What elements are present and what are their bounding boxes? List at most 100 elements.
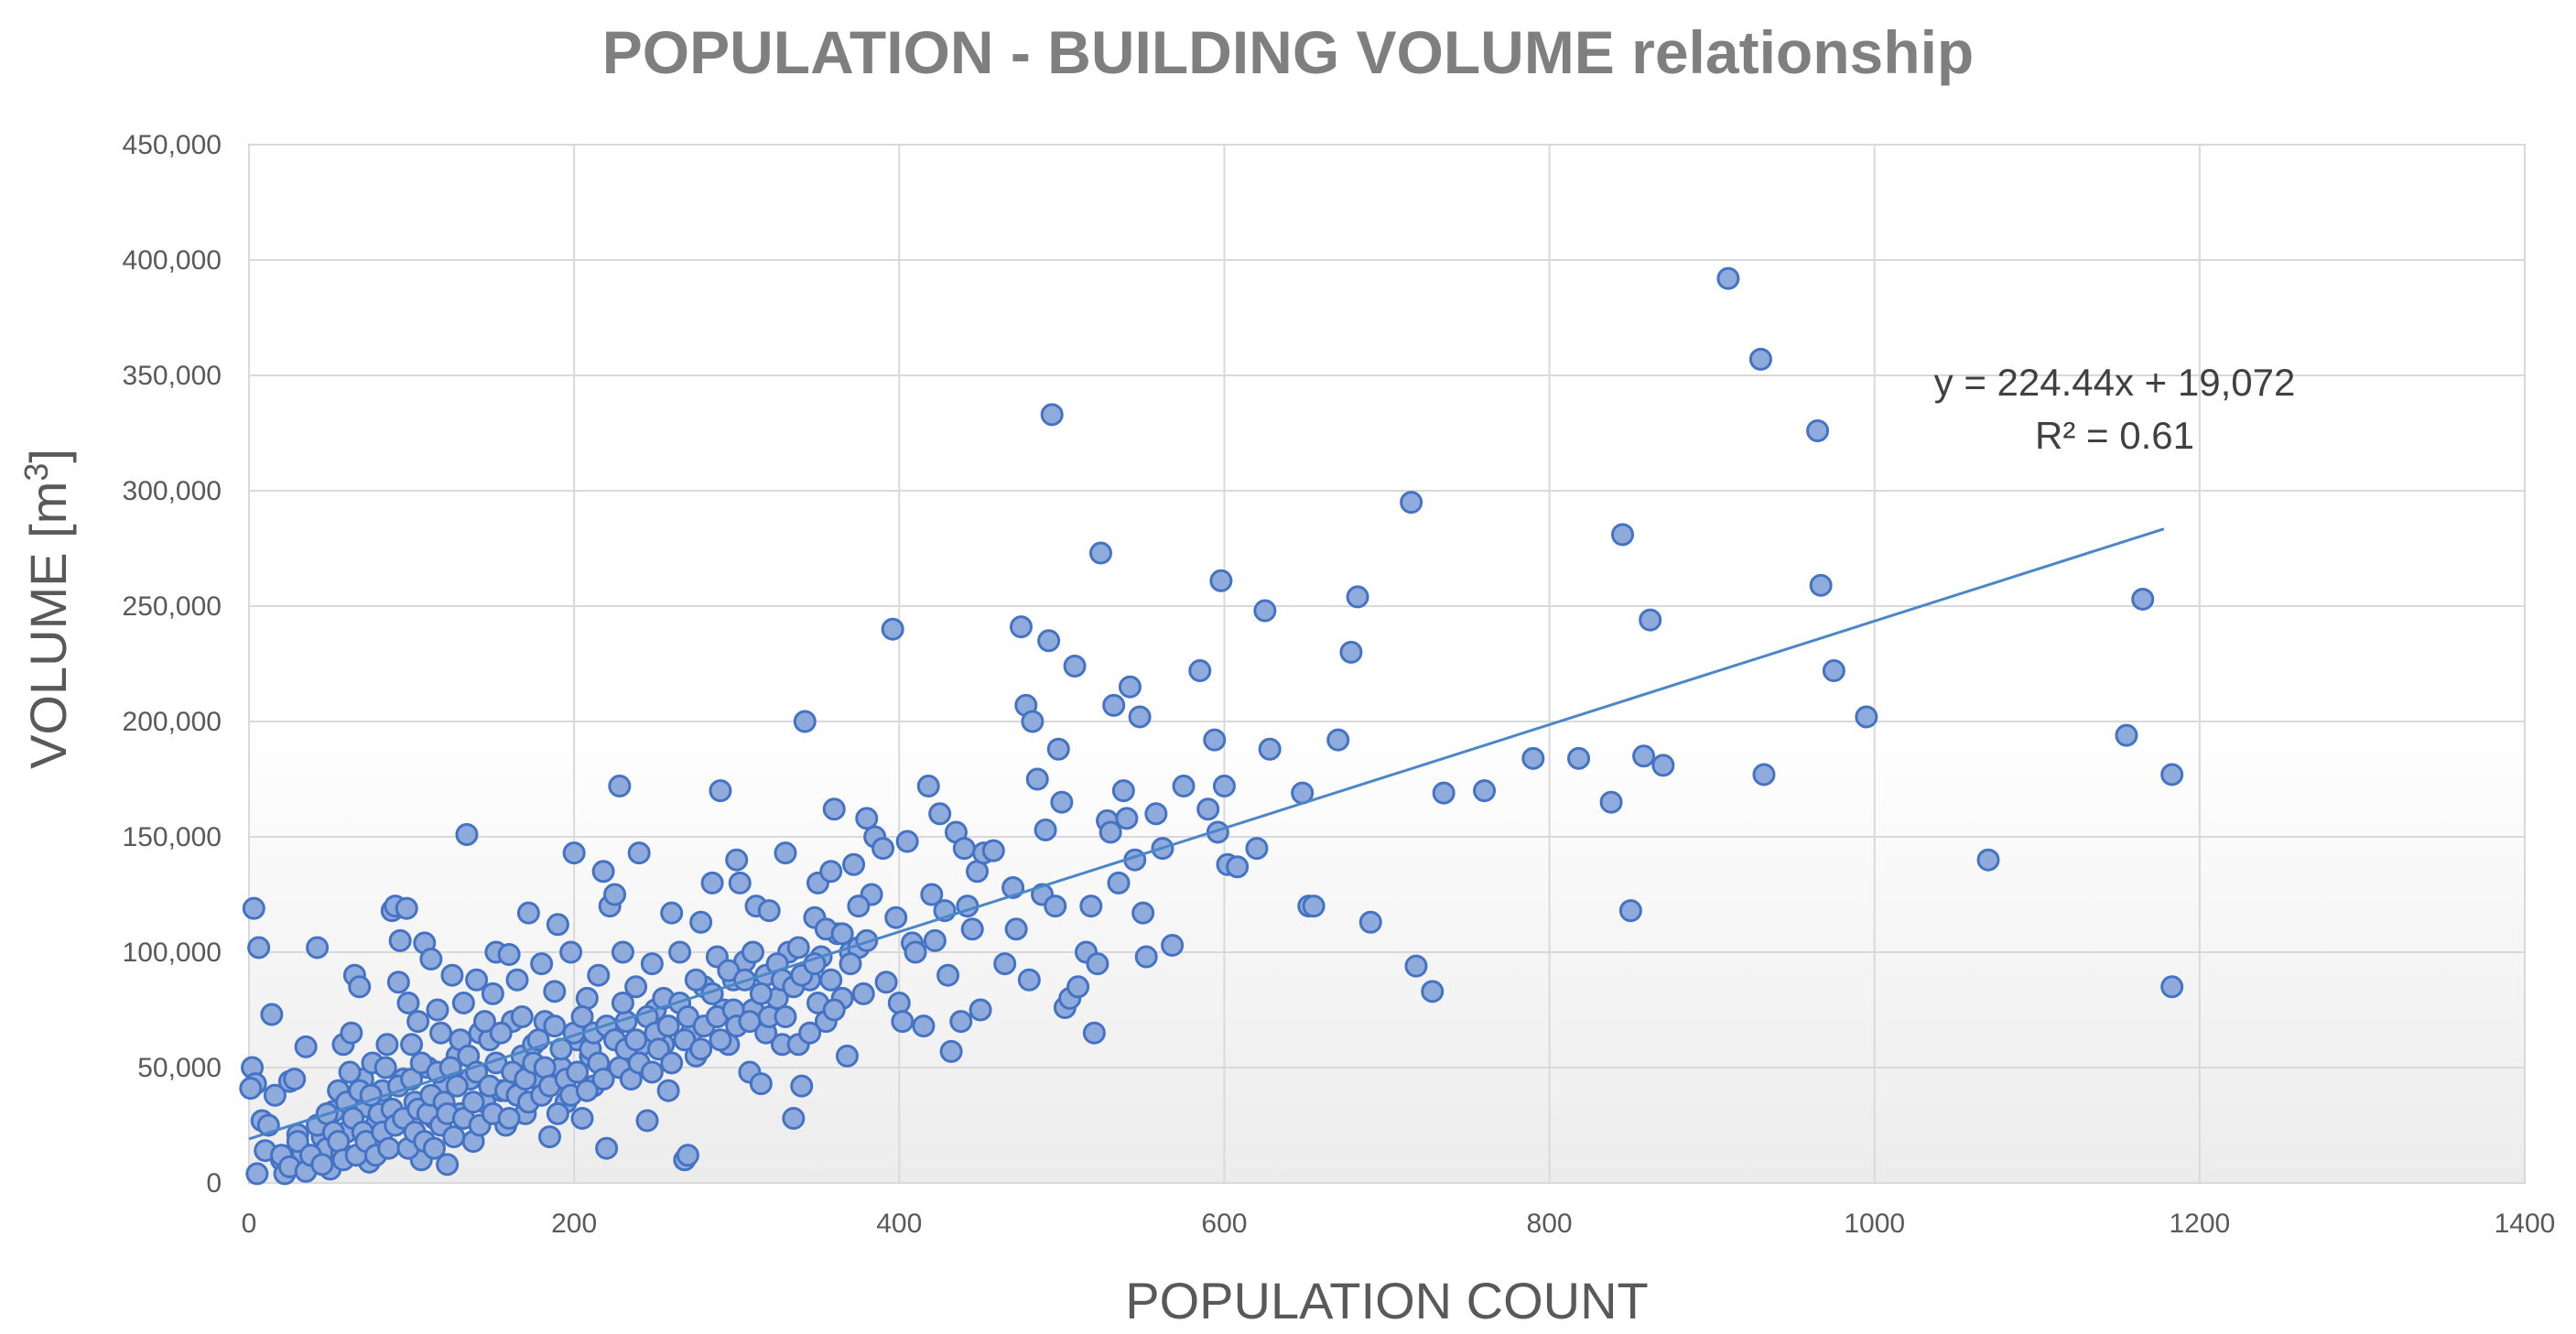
data-point bbox=[1976, 848, 2000, 872]
data-point bbox=[640, 1060, 664, 1084]
data-point bbox=[1400, 491, 1423, 515]
data-point bbox=[603, 883, 627, 906]
data-point bbox=[1618, 899, 1642, 923]
data-point bbox=[884, 906, 908, 929]
data-point bbox=[516, 901, 540, 925]
x-tick-label: 1200 bbox=[2169, 1209, 2230, 1239]
data-point bbox=[455, 822, 479, 846]
data-point bbox=[400, 1033, 424, 1057]
data-point bbox=[819, 860, 843, 884]
data-point bbox=[1809, 573, 1833, 597]
data-point bbox=[566, 1060, 590, 1084]
data-point bbox=[461, 1090, 485, 1114]
data-point bbox=[465, 968, 489, 992]
data-point bbox=[559, 940, 583, 964]
data-point bbox=[660, 901, 684, 925]
data-point bbox=[489, 1021, 513, 1045]
data-point bbox=[1326, 728, 1350, 752]
data-point bbox=[855, 928, 879, 952]
data-point bbox=[871, 837, 895, 861]
x-tick-label: 1400 bbox=[2495, 1209, 2556, 1239]
data-point bbox=[338, 1060, 362, 1084]
data-point bbox=[709, 1028, 732, 1052]
data-point bbox=[822, 797, 846, 821]
data-point bbox=[851, 982, 875, 1005]
data-point bbox=[684, 968, 708, 992]
y-axis-title-text: VOLUME [m bbox=[19, 482, 77, 769]
data-point bbox=[283, 1068, 307, 1091]
data-point bbox=[286, 1130, 309, 1154]
x-axis-title: POPULATION COUNT bbox=[1125, 1272, 1648, 1329]
data-point bbox=[1082, 1021, 1106, 1045]
x-tick-label: 1000 bbox=[1844, 1209, 1905, 1239]
data-point bbox=[939, 1039, 963, 1063]
data-point bbox=[790, 1074, 814, 1098]
data-point bbox=[895, 830, 919, 853]
data-point bbox=[1079, 895, 1103, 918]
data-point bbox=[646, 1037, 670, 1061]
x-tick-label: 200 bbox=[551, 1209, 597, 1239]
data-point bbox=[1046, 737, 1070, 761]
data-point bbox=[1021, 710, 1044, 733]
data-point bbox=[1822, 659, 1845, 683]
data-point bbox=[830, 922, 854, 946]
data-point bbox=[247, 936, 271, 960]
data-point bbox=[388, 928, 412, 952]
chart-title: POPULATION - BUILDING VOLUME relationshi… bbox=[602, 18, 1974, 86]
data-point bbox=[546, 913, 569, 937]
data-point bbox=[952, 837, 976, 861]
data-point bbox=[904, 940, 927, 964]
data-point bbox=[635, 1109, 659, 1133]
data-point bbox=[611, 991, 634, 1014]
data-point bbox=[1144, 802, 1168, 826]
data-point bbox=[1188, 659, 1212, 683]
data-point bbox=[472, 1010, 496, 1034]
data-point bbox=[570, 1005, 594, 1029]
data-point bbox=[546, 1101, 569, 1125]
data-point bbox=[1521, 746, 1545, 770]
data-point bbox=[543, 1014, 567, 1038]
data-point bbox=[1432, 781, 1456, 805]
trendline-equation: y = 224.44x + 19,072 bbox=[1934, 361, 2296, 404]
y-axis-title-close: ] bbox=[19, 449, 77, 463]
y-tick-label: 200,000 bbox=[123, 707, 222, 737]
data-point bbox=[1404, 954, 1428, 978]
data-point bbox=[575, 1079, 599, 1102]
y-tick-label: 350,000 bbox=[123, 361, 222, 391]
data-point bbox=[406, 1010, 430, 1034]
data-point bbox=[260, 1003, 284, 1026]
data-point bbox=[1017, 968, 1041, 992]
data-point bbox=[855, 807, 879, 830]
y-tick-label: 450,000 bbox=[123, 130, 222, 160]
data-point bbox=[2160, 763, 2184, 786]
data-point bbox=[1086, 952, 1109, 976]
data-point bbox=[819, 968, 843, 992]
x-tick-label: 0 bbox=[242, 1209, 257, 1239]
data-point bbox=[1111, 779, 1135, 803]
data-point bbox=[969, 998, 992, 1022]
data-point bbox=[591, 1068, 615, 1091]
data-point bbox=[1034, 818, 1057, 841]
data-point bbox=[1004, 917, 1028, 941]
data-point bbox=[608, 775, 632, 798]
data-point bbox=[395, 896, 418, 920]
data-point bbox=[1172, 775, 1196, 798]
data-point bbox=[923, 928, 947, 952]
data-point bbox=[1040, 403, 1064, 427]
data-point bbox=[263, 1083, 287, 1107]
data-point bbox=[442, 1125, 466, 1149]
data-point bbox=[570, 1106, 594, 1130]
data-point bbox=[2115, 723, 2138, 747]
data-point bbox=[656, 1079, 680, 1102]
data-point bbox=[725, 848, 749, 872]
data-point bbox=[497, 943, 521, 967]
data-point bbox=[874, 971, 898, 994]
trendline bbox=[248, 527, 2165, 1141]
data-point bbox=[891, 1010, 915, 1034]
data-point bbox=[1806, 418, 1830, 442]
y-tick-label: 100,000 bbox=[123, 938, 222, 968]
data-point bbox=[728, 871, 752, 895]
data-point bbox=[1716, 266, 1740, 290]
data-point bbox=[562, 841, 586, 865]
data-point bbox=[624, 975, 648, 999]
